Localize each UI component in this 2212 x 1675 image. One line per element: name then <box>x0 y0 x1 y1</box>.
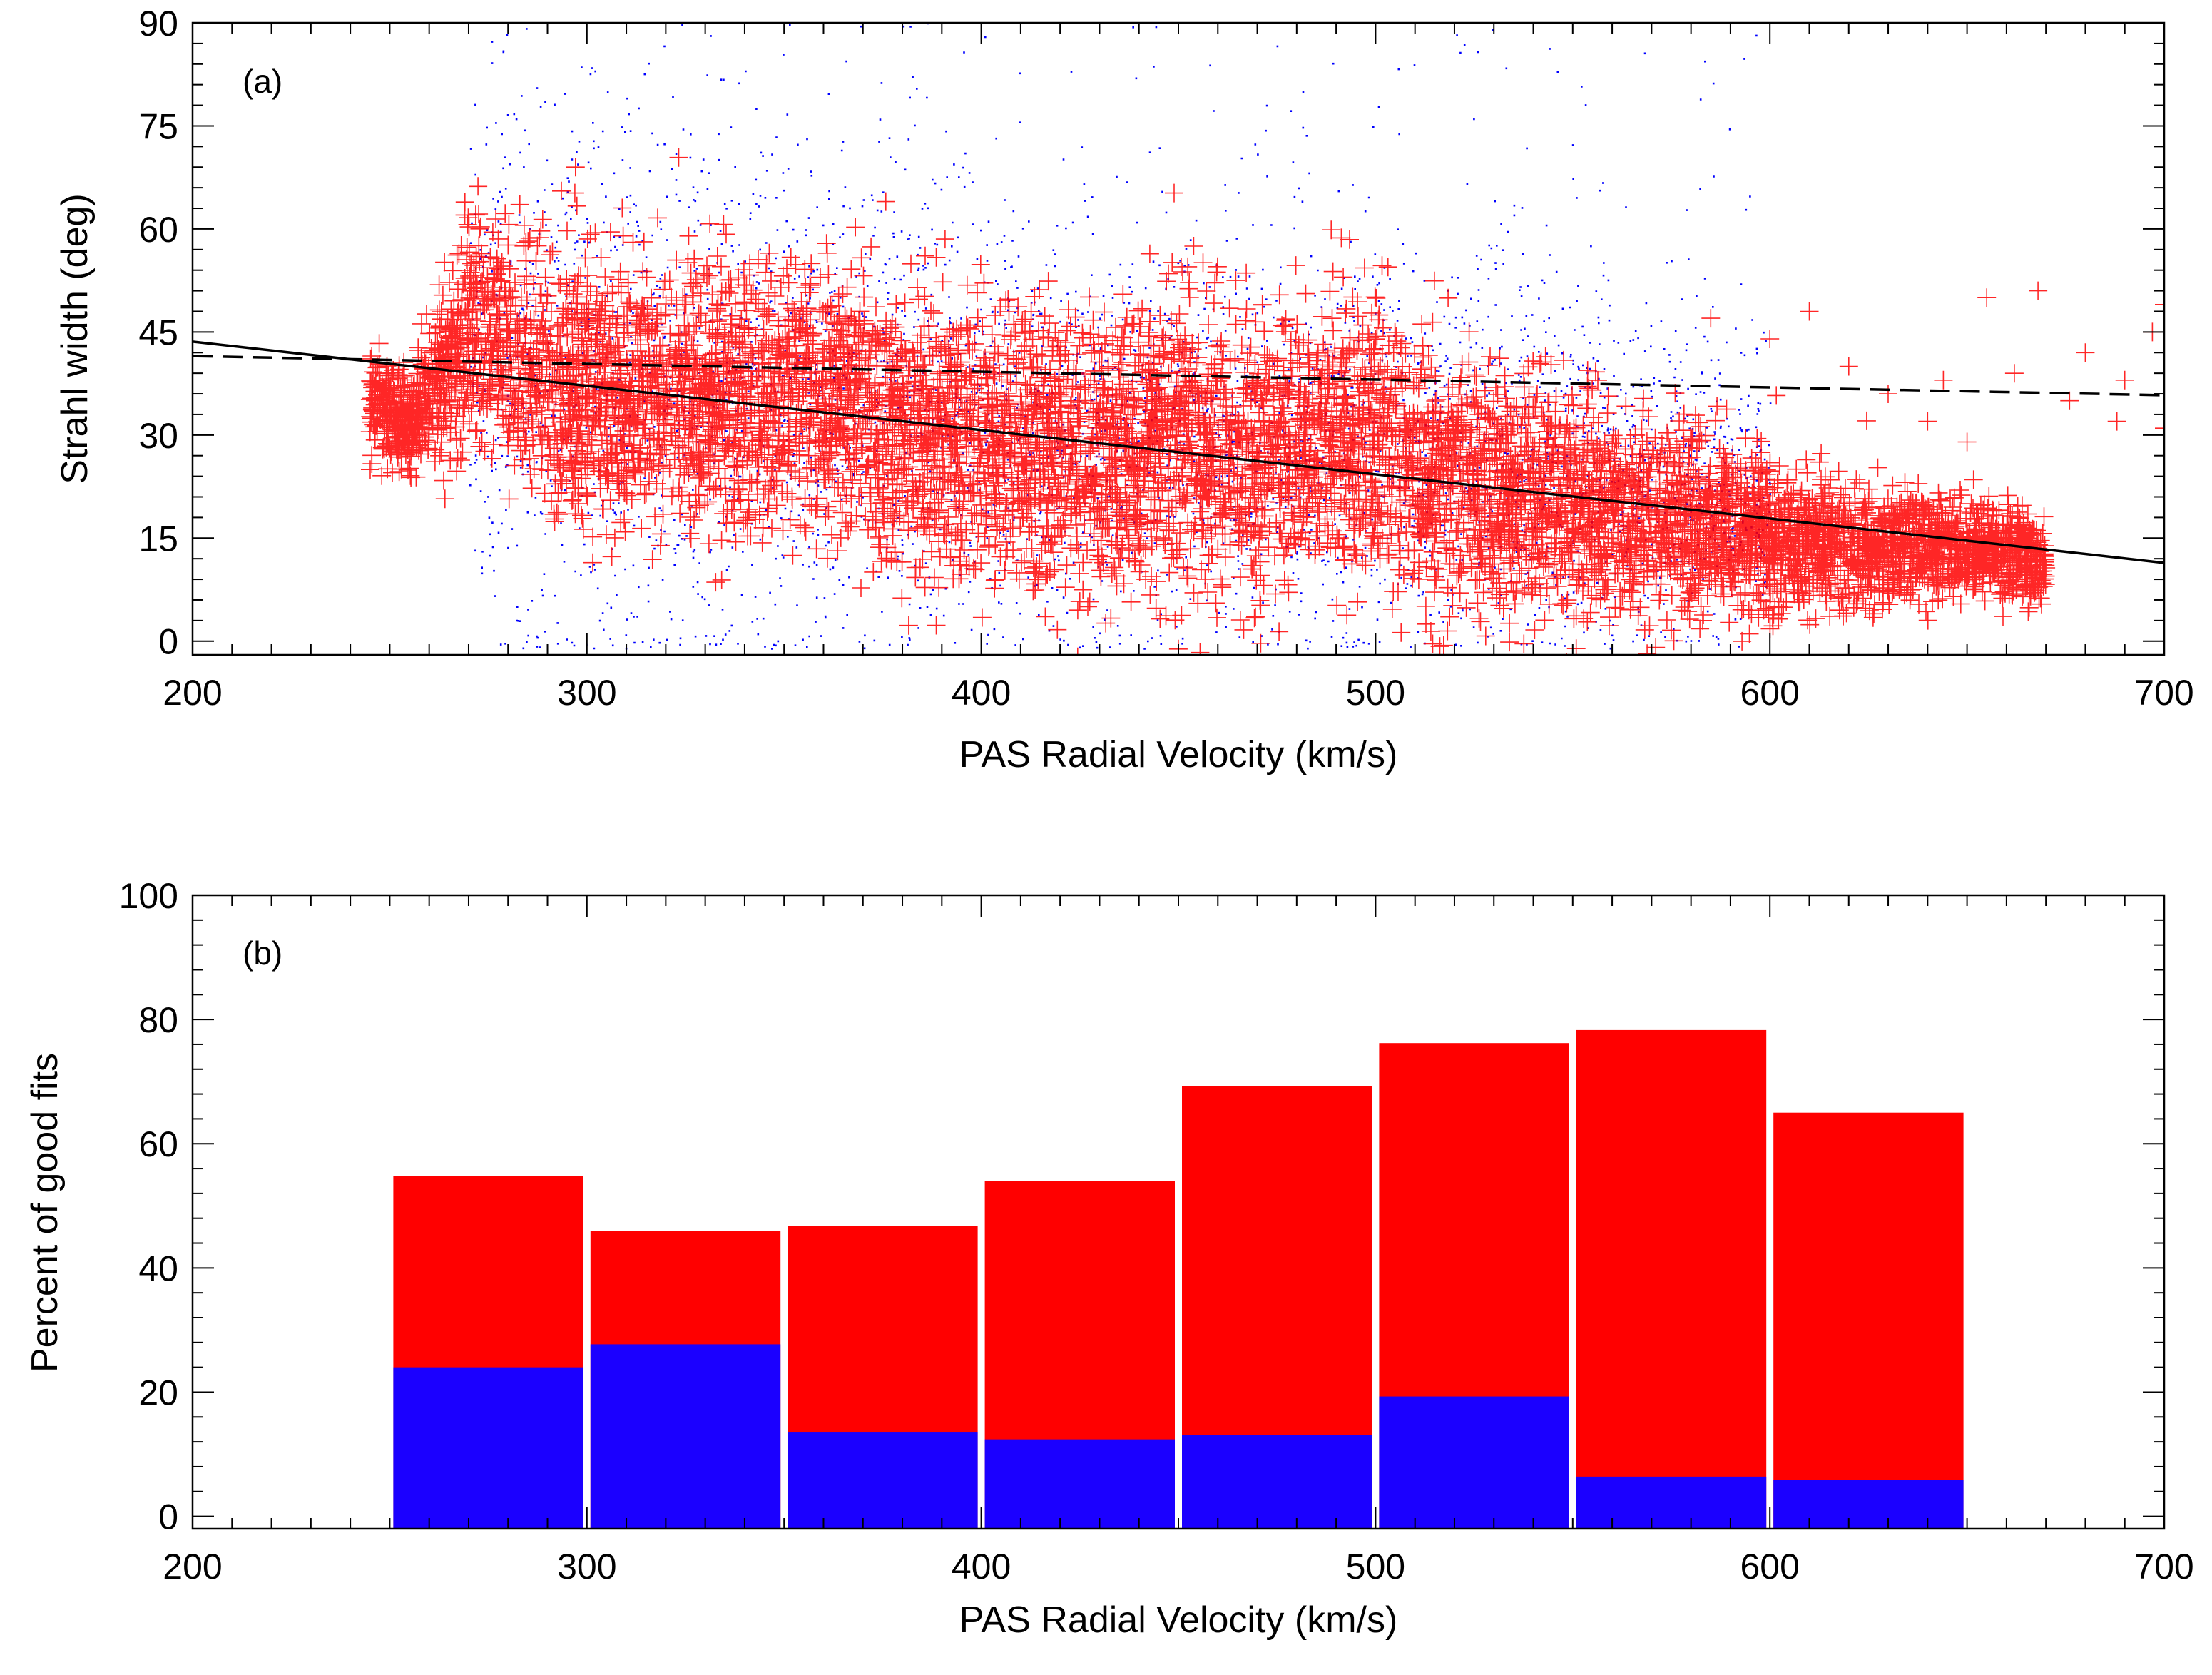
panel-b-x-tick-label: 700 <box>2134 1547 2193 1587</box>
panel-a-y-tick-label: 75 <box>138 106 178 146</box>
panel-b-y-tick-label: 20 <box>138 1373 178 1412</box>
panel-a-blue-points <box>469 23 1772 650</box>
panel-a-y-tick-label: 45 <box>138 312 178 352</box>
panel-b-y-axis-title: Percent of good fits <box>24 1053 66 1373</box>
blue-scatter-points <box>469 23 1772 650</box>
panel-b-x-tick-label: 600 <box>1740 1547 1799 1587</box>
red-bar <box>1773 1112 1964 1529</box>
panel-a-red-crosses <box>360 148 2164 655</box>
panel-b-y-tick-label: 60 <box>138 1124 178 1164</box>
panel-b-x-tick-label: 500 <box>1346 1547 1405 1587</box>
panel-a-ticks <box>192 22 2165 655</box>
panel-a-y-tick-label: 30 <box>138 416 178 456</box>
panel-b-label: (b) <box>243 935 282 972</box>
panel-a-x-tick-label: 200 <box>163 673 222 713</box>
panel-b-y-tick-labels: 0 20 40 60 80 100 <box>119 876 178 1537</box>
red-scatter-crosses <box>360 148 2164 655</box>
panel-a-x-tick-label: 700 <box>2134 673 2193 713</box>
panel-a-label: (a) <box>243 63 282 100</box>
panel-a-x-tick-label: 300 <box>557 673 616 713</box>
solid-fit-line <box>193 340 2164 564</box>
panel-b-x-axis-title: PAS Radial Velocity (km/s) <box>959 1599 1398 1641</box>
red-bar <box>1576 1029 1767 1529</box>
blue-bar <box>984 1439 1175 1529</box>
panel-a-y-tick-label: 15 <box>138 519 178 559</box>
blue-bar <box>1182 1435 1372 1529</box>
panel-a-x-axis-title: PAS Radial Velocity (km/s) <box>959 734 1398 775</box>
panel-b-y-tick-label: 40 <box>138 1248 178 1288</box>
panel-a-y-tick-label: 0 <box>158 622 178 662</box>
blue-bar <box>1379 1396 1569 1529</box>
panel-a-x-tick-label: 400 <box>952 673 1011 713</box>
panel-a-x-tick-label: 500 <box>1346 673 1405 713</box>
blue-bar <box>1773 1480 1964 1529</box>
blue-bar <box>393 1367 583 1529</box>
panel-b-y-tick-label: 100 <box>119 876 178 916</box>
panel-b-x-tick-label: 200 <box>163 1547 222 1587</box>
panel-b-x-tick-label: 300 <box>557 1547 616 1587</box>
panel-a-scatter-chart: 200 300 400 500 600 700 0 15 30 45 60 75 90 (a) PAS… <box>54 4 2194 775</box>
panel-b-bars <box>393 1029 1964 1529</box>
panel-b-x-tick-label: 400 <box>952 1547 1011 1587</box>
panel-a-y-tick-label: 60 <box>138 210 178 250</box>
panel-a-y-tick-label: 90 <box>138 4 178 44</box>
blue-bar <box>788 1432 978 1529</box>
blue-bar <box>590 1344 781 1529</box>
panel-a-fit-lines <box>193 340 2164 564</box>
panel-b-y-tick-label: 80 <box>138 1000 178 1040</box>
panel-a-x-tick-labels: 200 300 400 500 600 700 <box>163 673 2193 713</box>
panel-a-x-tick-label: 600 <box>1740 673 1799 713</box>
blue-bar <box>1576 1476 1767 1529</box>
panel-b-bar-chart: 200 300 400 500 600 700 0 20 40 60 80 100 (b) PAS … <box>24 876 2194 1641</box>
panel-a-y-axis-title: Strahl width (deg) <box>54 193 96 484</box>
panel-b-ticks <box>192 895 2165 1529</box>
panel-b-x-tick-labels: 200 300 400 500 600 700 <box>163 1547 2193 1587</box>
panel-a-y-tick-labels: 0 15 30 45 60 75 90 <box>138 4 178 662</box>
panel-b-y-tick-label: 0 <box>158 1497 178 1537</box>
